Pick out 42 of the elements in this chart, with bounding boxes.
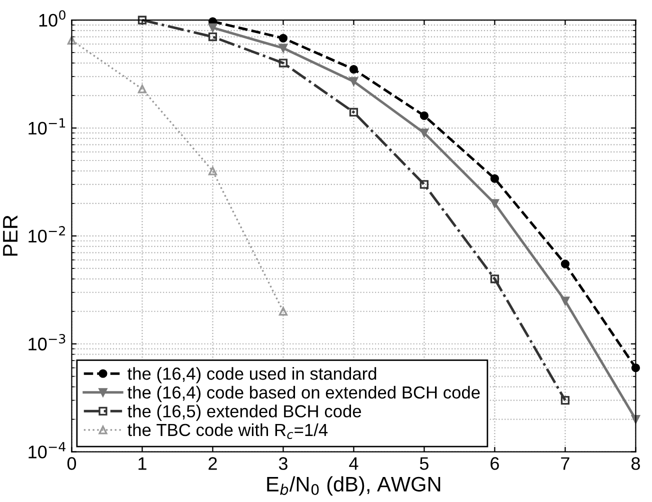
y-tick-label: 10$^{−4}$	[28, 442, 66, 458]
y-tick-label: 10$^{−3}$	[28, 334, 66, 350]
point	[349, 64, 358, 74]
point	[278, 34, 288, 42]
point	[560, 296, 570, 306]
legend-label: the (16,4) code used in standard	[128, 367, 376, 384]
x-tick-label: 5	[420, 457, 428, 470]
point	[278, 307, 288, 316]
point	[349, 77, 358, 86]
x-tick-label: 1	[138, 457, 146, 470]
point	[490, 274, 500, 284]
point	[67, 36, 76, 45]
point	[560, 396, 570, 405]
point	[208, 23, 218, 32]
x-axis-title: E$_{b}$/N$_{0}$ (dB), AWGN	[267, 476, 440, 496]
point	[560, 260, 570, 268]
y-tick-label: 10$^{0}$	[39, 10, 66, 27]
point	[278, 44, 288, 52]
point	[490, 174, 500, 183]
point	[420, 180, 429, 189]
point	[208, 166, 218, 176]
x-tick-label: 3	[278, 457, 288, 470]
point	[138, 84, 147, 94]
y-tick-label: 10$^{−2}$	[28, 226, 65, 243]
point	[208, 32, 218, 42]
x-tick-label: 0	[67, 457, 76, 470]
point	[138, 16, 147, 24]
point	[420, 111, 429, 120]
y-axis-title: PER	[3, 215, 18, 256]
point	[349, 108, 358, 117]
legend-label: the (16,4) code based on extended BCH code	[128, 386, 480, 402]
x-tick-label: 7	[561, 457, 570, 470]
y-tick-label: 10$^{−1}$	[28, 118, 66, 135]
x-tick-label: 2	[208, 457, 217, 470]
point	[278, 58, 288, 68]
x-tick-label: 4	[349, 457, 358, 470]
legend-label: the TBC code with R$_{c}$=1/4	[128, 423, 328, 439]
legend-label: the (16,5) extended BCH code	[128, 404, 362, 421]
x-tick-label: 6	[490, 457, 499, 470]
x-tick-label: 8	[631, 457, 640, 470]
point	[420, 128, 429, 138]
point	[490, 199, 500, 208]
